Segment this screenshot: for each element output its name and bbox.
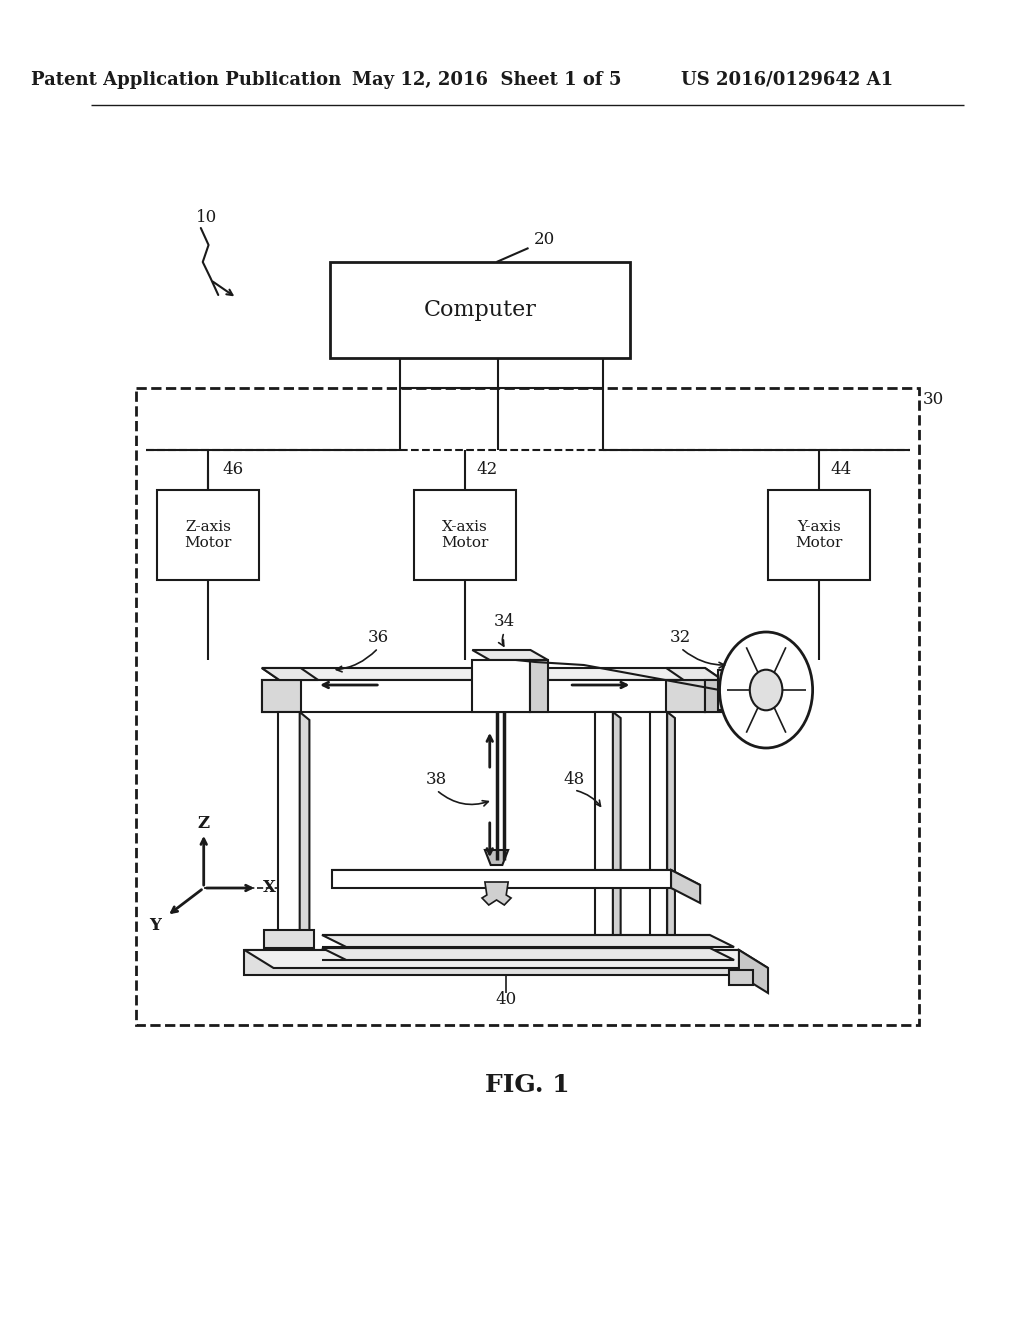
Bar (414, 490, 516, 579)
Text: Computer: Computer (424, 300, 537, 321)
Text: 36: 36 (368, 628, 389, 645)
Text: 44: 44 (830, 462, 852, 479)
Polygon shape (332, 870, 671, 888)
Text: US 2016/0129642 A1: US 2016/0129642 A1 (681, 71, 894, 88)
Polygon shape (264, 931, 314, 948)
Text: X: X (263, 879, 276, 896)
Polygon shape (482, 882, 511, 906)
Ellipse shape (750, 669, 782, 710)
Polygon shape (650, 711, 668, 940)
Text: 38: 38 (426, 771, 447, 788)
Polygon shape (245, 950, 739, 975)
Polygon shape (705, 680, 723, 711)
Polygon shape (472, 649, 548, 660)
Polygon shape (262, 668, 318, 680)
Polygon shape (671, 870, 700, 903)
Bar (136, 388, 920, 1026)
Polygon shape (667, 680, 705, 711)
Polygon shape (262, 680, 301, 711)
Text: X-axis
Motor: X-axis Motor (441, 520, 488, 550)
Polygon shape (262, 668, 723, 680)
Text: FIG. 1: FIG. 1 (485, 1073, 570, 1097)
Bar (768, 490, 869, 579)
Text: 40: 40 (496, 991, 517, 1008)
Polygon shape (729, 970, 754, 985)
Polygon shape (279, 711, 300, 940)
Polygon shape (322, 948, 734, 960)
Polygon shape (668, 711, 675, 946)
Text: Z: Z (198, 814, 210, 832)
Polygon shape (595, 711, 613, 940)
Polygon shape (739, 950, 768, 993)
Ellipse shape (720, 632, 813, 748)
Polygon shape (530, 660, 548, 711)
Text: Y-axis
Motor: Y-axis Motor (796, 520, 843, 550)
Text: 34: 34 (494, 614, 515, 631)
Polygon shape (667, 668, 723, 680)
Polygon shape (262, 680, 705, 711)
Bar (718, 671, 735, 710)
Text: Z-axis
Motor: Z-axis Motor (184, 520, 231, 550)
Bar (330, 261, 631, 358)
Polygon shape (613, 711, 621, 946)
Text: Patent Application Publication: Patent Application Publication (31, 71, 341, 88)
Text: Y: Y (150, 917, 161, 935)
Polygon shape (300, 711, 309, 948)
Polygon shape (332, 870, 700, 884)
Polygon shape (245, 950, 768, 968)
Polygon shape (472, 660, 530, 711)
Text: May 12, 2016  Sheet 1 of 5: May 12, 2016 Sheet 1 of 5 (352, 71, 622, 88)
Bar (157, 490, 259, 579)
Text: 42: 42 (476, 462, 498, 479)
Text: 48: 48 (563, 771, 585, 788)
Polygon shape (322, 935, 734, 946)
Text: 30: 30 (924, 392, 944, 408)
Polygon shape (705, 680, 723, 711)
Text: 10: 10 (196, 210, 217, 227)
Text: 32: 32 (670, 628, 691, 645)
Polygon shape (485, 850, 508, 865)
Text: 20: 20 (534, 231, 555, 248)
Text: 46: 46 (222, 462, 244, 479)
